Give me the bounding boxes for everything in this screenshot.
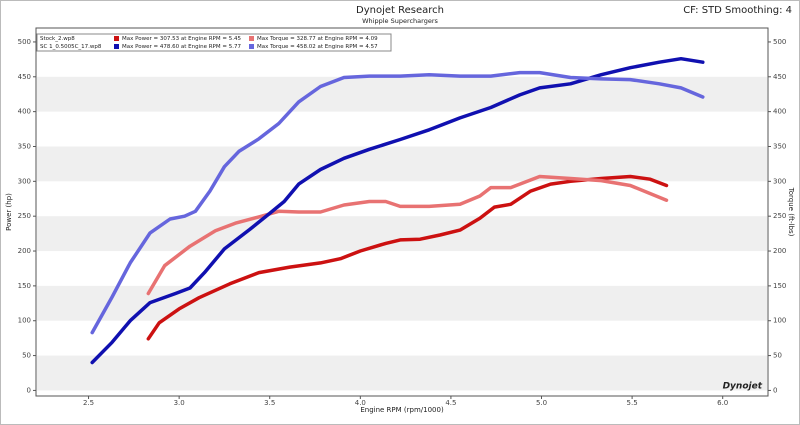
y-tick-label: 350 — [18, 142, 31, 150]
legend-entry: Max Torque = 458.02 at Engine RPM = 4.57 — [257, 44, 378, 50]
y2-tick-label: 450 — [773, 73, 786, 81]
x-tick-label: 5.5 — [627, 399, 638, 407]
y2-tick-label: 300 — [773, 177, 786, 185]
grid-band — [37, 146, 767, 182]
y-tick-label: 150 — [18, 282, 31, 290]
settings-label: CF: STD Smoothing: 4 — [683, 5, 792, 16]
x-tick-label: 3.5 — [264, 399, 275, 407]
chart-title: Dynojet Research — [356, 5, 444, 16]
legend-swatch — [249, 36, 254, 41]
x-tick-label: 4.5 — [445, 399, 456, 407]
series-line — [90, 70, 705, 335]
y-tick-label: 50 — [22, 352, 31, 360]
x-tick-label: 6.0 — [717, 399, 728, 407]
x-tick-label: 4.0 — [355, 399, 366, 407]
y-tick-label: 500 — [18, 38, 31, 46]
y2-tick-label: 350 — [773, 142, 786, 150]
y2-tick-label: 100 — [773, 317, 786, 325]
logo: Dynojet — [723, 382, 763, 392]
x-tick-label: 2.5 — [83, 399, 94, 407]
y-axis-label: Power (hp) — [5, 193, 13, 231]
x-tick-label: 5.0 — [536, 399, 547, 407]
legend-run: SC 1_0.5005C_17.wp8 — [40, 44, 102, 50]
legend-run: Stock_2.wp8 — [40, 36, 75, 42]
chart-subtitle: Whipple Superchargers — [362, 17, 438, 25]
legend-entry: Max Torque = 328.77 at Engine RPM = 4.09 — [257, 36, 378, 42]
series-line — [146, 174, 669, 341]
y2-tick-label: 50 — [773, 352, 782, 360]
y-tick-label: 300 — [18, 177, 31, 185]
y2-tick-label: 400 — [773, 108, 786, 116]
legend-entry: Max Power = 307.53 at Engine RPM = 5.45 — [122, 36, 241, 42]
grid-band — [37, 216, 767, 252]
y-tick-label: 250 — [18, 212, 31, 220]
grid-band — [37, 285, 767, 321]
y-tick-label: 100 — [18, 317, 31, 325]
y2-tick-label: 0 — [773, 386, 777, 394]
y2-axis-label: Torque (ft-lbs) — [787, 187, 795, 237]
x-tick-label: 3.0 — [174, 399, 185, 407]
series-line — [146, 174, 669, 296]
legend-swatch — [114, 44, 119, 49]
y2-tick-label: 500 — [773, 38, 786, 46]
y-tick-label: 0 — [27, 386, 31, 394]
y2-tick-label: 250 — [773, 212, 786, 220]
y-tick-label: 200 — [18, 247, 31, 255]
legend-swatch — [114, 36, 119, 41]
legend-box — [36, 33, 392, 52]
y2-tick-label: 150 — [773, 282, 786, 290]
legend-swatch — [249, 44, 254, 49]
y-tick-label: 400 — [18, 108, 31, 116]
y2-tick-label: 200 — [773, 247, 786, 255]
legend-entry: Max Power = 478.60 at Engine RPM = 5.77 — [122, 44, 241, 50]
x-axis-label: Engine RPM (rpm/1000) — [360, 406, 444, 414]
y-tick-label: 450 — [18, 73, 31, 81]
grid-band — [37, 355, 767, 391]
